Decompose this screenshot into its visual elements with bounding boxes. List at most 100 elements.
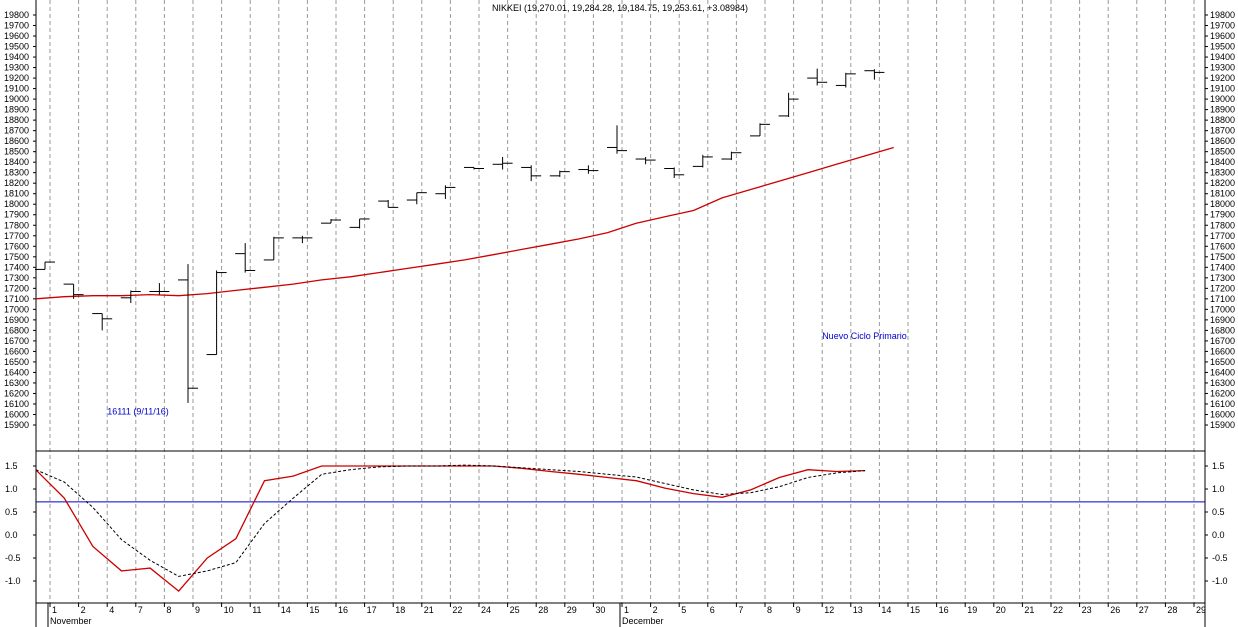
ohlc-bar	[120, 290, 141, 304]
date-tick-label: 11	[252, 605, 261, 615]
date-tick-label: 2	[81, 605, 86, 615]
date-tick-label: 2	[653, 605, 658, 615]
signal-line	[35, 464, 866, 577]
date-tick-label: 7	[138, 605, 143, 615]
oscillator-axis-ticks: -1.0 -1.0 -0.5 -0.5 0.0 0.0 0.5 0.5 1.0 1.0 1.5 1.5	[5, 461, 1228, 586]
price-tick-label: 16700	[1210, 336, 1235, 346]
price-tick-label: 18300	[1210, 168, 1235, 178]
price-tick-label: 19400	[1210, 52, 1235, 62]
date-tick-label: 21	[424, 605, 434, 615]
ohlc-bar	[521, 165, 542, 182]
price-tick-label: 16300	[1210, 378, 1235, 388]
price-tick-label: 18600	[4, 136, 29, 146]
date-tick-label: 1	[52, 605, 57, 615]
price-tick-label: 15900	[1210, 420, 1235, 430]
ohlc-bar	[549, 170, 570, 177]
price-tick-label: 19300	[1210, 63, 1235, 73]
ohlc-bar	[635, 156, 656, 165]
date-tick-label: 12	[824, 605, 834, 615]
ohlc-bar	[578, 165, 599, 174]
osc-tick-label: 0.5	[5, 507, 18, 517]
date-tick-label: 5	[681, 605, 686, 615]
price-tick-label: 18400	[1210, 157, 1235, 167]
price-tick-label: 17600	[1210, 241, 1235, 251]
ohlc-bar	[778, 92, 799, 117]
price-tick-label: 18500	[4, 147, 29, 157]
ohlc-bar	[92, 313, 113, 331]
price-tick-label: 18700	[1210, 126, 1235, 136]
date-tick-label: 22	[1053, 605, 1063, 615]
date-axis-ticks: 1 2 4 7 8 9 10 11 14 15 16 17 18 21 22 24 25 28 29 30 1 2 5 6 7 8…	[47, 603, 1206, 627]
date-tick-label: 1	[624, 605, 629, 615]
price-tick-label: 18300	[4, 168, 29, 178]
price-tick-label: 16600	[4, 346, 29, 356]
price-tick-label: 17900	[4, 210, 29, 220]
ohlc-bar	[378, 200, 399, 208]
date-tick-label: 28	[538, 605, 548, 615]
price-tick-label: 17300	[1210, 273, 1235, 283]
date-tick-label: 30	[595, 605, 605, 615]
price-tick-label: 19400	[4, 52, 29, 62]
price-tick-label: 16000	[4, 409, 29, 419]
ohlc-bar	[835, 72, 856, 88]
ohlc-bar	[178, 264, 198, 403]
price-tick-label: 16400	[4, 367, 29, 377]
price-tick-label: 19800	[4, 10, 29, 20]
price-tick-label: 19600	[1210, 31, 1235, 41]
ohlc-bar	[206, 270, 227, 356]
ohlc-bar	[35, 261, 55, 270]
osc-tick-label: 1.0	[5, 484, 18, 494]
price-tick-label: 17900	[1210, 210, 1235, 220]
date-tick-label: 19	[967, 605, 977, 615]
price-tick-label: 17100	[4, 294, 29, 304]
osc-tick-label: -0.5	[5, 553, 21, 563]
annotation-label: Nuevo Ciclo Primario	[822, 331, 907, 341]
price-tick-label: 17700	[1210, 231, 1235, 241]
price-tick-label: 18900	[1210, 105, 1235, 115]
price-tick-label: 19700	[1210, 21, 1235, 31]
ohlc-bar	[664, 167, 685, 178]
price-tick-label: 18700	[4, 126, 29, 136]
price-tick-label: 16500	[4, 357, 29, 367]
price-tick-label: 18000	[4, 199, 29, 209]
price-tick-label: 19300	[4, 63, 29, 73]
date-tick-label: 9	[796, 605, 801, 615]
date-tick-label: 8	[166, 605, 171, 615]
price-tick-label: 17100	[1210, 294, 1235, 304]
annotations: 16111 (9/11/16) Nuevo Ciclo Primario	[107, 331, 907, 417]
price-tick-label: 19000	[1210, 94, 1235, 104]
ohlc-bar	[435, 185, 456, 199]
date-tick-label: 28	[1167, 605, 1177, 615]
price-tick-label: 16800	[1210, 325, 1235, 335]
date-tick-label: 25	[510, 605, 520, 615]
price-tick-label: 17200	[4, 283, 29, 293]
price-tick-label: 17000	[1210, 304, 1235, 314]
osc-tick-label: 1.0	[1212, 484, 1225, 494]
price-tick-label: 19200	[1210, 73, 1235, 83]
price-tick-label: 16500	[1210, 357, 1235, 367]
date-tick-label: 8	[767, 605, 772, 615]
date-tick-label: 29	[1196, 605, 1206, 615]
date-tick-label: 24	[481, 605, 491, 615]
moving-average-line	[35, 146, 894, 300]
price-tick-label: 17500	[1210, 252, 1235, 262]
ohlc-bar	[864, 69, 885, 80]
price-tick-label: 19500	[4, 42, 29, 52]
price-tick-label: 18400	[4, 157, 29, 167]
price-tick-label: 15900	[4, 420, 29, 430]
annotation-label: 16111 (9/11/16)	[107, 406, 169, 416]
ohlc-bar	[63, 283, 84, 299]
date-tick-label: 14	[281, 605, 291, 615]
price-tick-label: 17700	[4, 231, 29, 241]
osc-tick-label: 0.0	[1212, 530, 1225, 540]
price-tick-label: 18600	[1210, 136, 1235, 146]
price-tick-label: 18900	[4, 105, 29, 115]
price-tick-label: 16400	[1210, 367, 1235, 377]
price-tick-label: 17400	[4, 262, 29, 272]
chart-title: NIKKEI (19,270.01, 19,284.28, 19,184.75,…	[492, 3, 748, 13]
osc-tick-label: 0.5	[1212, 507, 1225, 517]
date-tick-label: 13	[853, 605, 863, 615]
ohlc-bar	[721, 151, 742, 161]
price-tick-label: 19000	[4, 94, 29, 104]
